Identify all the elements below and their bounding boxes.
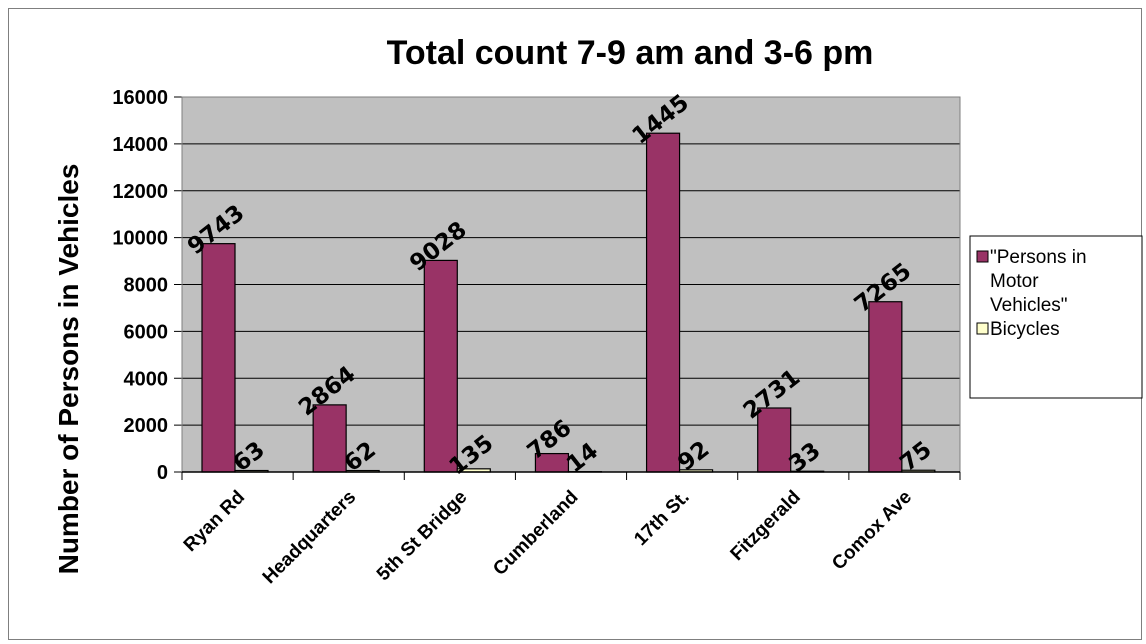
x-tick-label: 5th St Bridge bbox=[373, 487, 471, 585]
legend-label: Bicycles bbox=[990, 319, 1060, 340]
x-tick-label: Ryan Rd bbox=[180, 487, 249, 556]
y-tick-label: 6000 bbox=[124, 321, 169, 343]
y-tick-label: 10000 bbox=[112, 228, 168, 250]
legend-box bbox=[969, 235, 1143, 399]
bar-motor-vehicles bbox=[423, 259, 458, 473]
plot-area: 0200040006000800010000120001400016000974… bbox=[112, 87, 961, 588]
y-axis-label: Number of Persons in Vehicles bbox=[53, 164, 84, 575]
y-tick-label: 4000 bbox=[124, 368, 169, 390]
legend-label: Motor bbox=[990, 271, 1039, 292]
bar-motor-vehicles bbox=[645, 132, 681, 473]
legend-swatch bbox=[976, 250, 989, 263]
y-tick-label: 0 bbox=[157, 462, 168, 484]
y-tick-label: 16000 bbox=[112, 87, 168, 109]
y-tick-label: 8000 bbox=[124, 275, 169, 297]
chart-title: Total count 7-9 am and 3-6 pm bbox=[387, 34, 874, 72]
legend-swatch bbox=[976, 322, 989, 335]
legend-label: Vehicles" bbox=[990, 295, 1068, 316]
x-tick-label: 17th St. bbox=[630, 487, 693, 550]
y-tick-label: 2000 bbox=[124, 415, 169, 437]
y-tick-label: 14000 bbox=[112, 134, 168, 156]
bar-motor-vehicles bbox=[868, 301, 903, 473]
bar-motor-vehicles bbox=[312, 404, 347, 473]
y-tick-label: 12000 bbox=[112, 181, 168, 203]
x-tick-label: Fitzgerald bbox=[727, 487, 805, 565]
bar-motor-vehicles bbox=[201, 243, 236, 473]
x-tick-label: Cumberland bbox=[489, 487, 582, 580]
legend: "Persons in Motor Vehicles" Bicycles bbox=[969, 235, 1143, 399]
bar-motor-vehicles bbox=[757, 407, 792, 473]
legend-label: "Persons in bbox=[990, 247, 1087, 268]
x-tick-label: Headquarters bbox=[259, 487, 360, 588]
x-tick-label: Comox Ave bbox=[828, 487, 916, 575]
